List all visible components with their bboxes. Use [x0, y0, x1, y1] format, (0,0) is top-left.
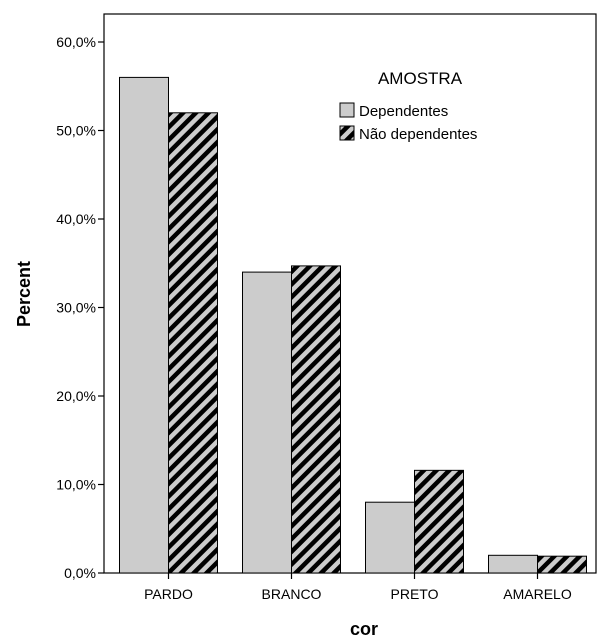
y-tick-label: 10,0% — [56, 477, 96, 493]
y-tick-label: 40,0% — [56, 211, 96, 227]
x-axis: PARDO BRANCO PRETO AMARELO — [144, 573, 572, 602]
legend-label-dependentes: Dependentes — [359, 103, 448, 120]
bar-branco-nao-dependentes — [291, 265, 341, 574]
bars-group — [119, 76, 587, 574]
bar-amarelo-dependentes — [488, 554, 538, 574]
x-tick-label: AMARELO — [503, 586, 572, 602]
bar-branco-dependentes — [242, 271, 292, 574]
y-tick-label: 50,0% — [56, 123, 96, 139]
x-tick-label: BRANCO — [262, 586, 322, 602]
y-tick-label: 20,0% — [56, 388, 96, 404]
bar-pardo-dependentes — [119, 76, 169, 574]
legend-swatch-dependentes — [339, 102, 355, 118]
x-tick-label: PRETO — [391, 586, 439, 602]
x-axis-title: cor — [350, 619, 378, 639]
y-axis: 0,0% 10,0% 20,0% 30,0% 40,0% 50,0% 60,0% — [56, 34, 104, 581]
y-tick-label: 0,0% — [64, 565, 96, 581]
legend-title: AMOSTRA — [378, 69, 463, 88]
bar-preto-dependentes — [365, 501, 415, 574]
legend: AMOSTRA Dependentes Não dependentes — [339, 69, 477, 143]
bar-amarelo-nao-dependentes — [537, 555, 587, 574]
legend-label-nao-dependentes: Não dependentes — [359, 126, 477, 143]
bar-preto-nao-dependentes — [414, 469, 464, 574]
bar-pardo-nao-dependentes — [168, 112, 218, 574]
y-tick-label: 60,0% — [56, 34, 96, 50]
y-tick-label: 30,0% — [56, 300, 96, 316]
y-axis-title: Percent — [14, 261, 34, 327]
legend-swatch-nao-dependentes — [339, 125, 355, 141]
x-tick-label: PARDO — [144, 586, 193, 602]
